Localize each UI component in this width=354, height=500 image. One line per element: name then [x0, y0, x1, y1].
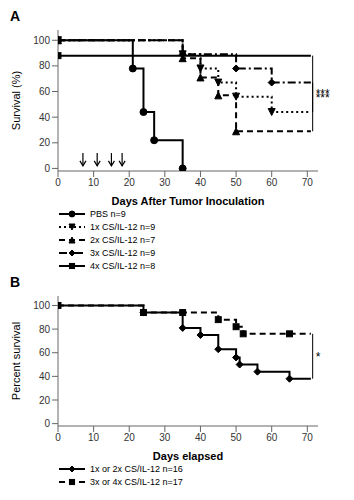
- html-text:2x CS/IL-12 n=7: 2x CS/IL-12 n=7: [90, 234, 156, 245]
- html-text:A: A: [10, 8, 21, 24]
- svg-text:60: 60: [39, 86, 51, 97]
- svg-text:0: 0: [44, 418, 50, 429]
- svg-text:***: ***: [316, 91, 330, 105]
- svg-text:40: 40: [195, 177, 207, 188]
- svg-text:0: 0: [55, 432, 61, 443]
- svg-text:100: 100: [33, 35, 50, 46]
- html-text:B: B: [10, 274, 21, 290]
- svg-text:20: 20: [39, 137, 51, 148]
- svg-text:80: 80: [39, 324, 51, 335]
- svg-text:30: 30: [159, 177, 171, 188]
- svg-text:20: 20: [124, 432, 136, 443]
- svg-text:Days After Tumor Inoculation: Days After Tumor Inoculation: [112, 195, 265, 207]
- svg-text:60: 60: [266, 177, 278, 188]
- svg-text:100: 100: [33, 300, 50, 311]
- svg-text:70: 70: [302, 177, 314, 188]
- svg-text:40: 40: [39, 112, 51, 123]
- svg-text:0: 0: [55, 177, 61, 188]
- svg-text:*: *: [316, 350, 321, 364]
- svg-text:40: 40: [195, 432, 207, 443]
- html-text:1x CS/IL-12 n=9: 1x CS/IL-12 n=9: [90, 221, 156, 232]
- svg-text:Days elapsed: Days elapsed: [153, 450, 223, 462]
- svg-text:Survival (%): Survival (%): [10, 71, 22, 130]
- html-text:4x CS/IL-12 n=8: 4x CS/IL-12 n=8: [90, 260, 156, 271]
- svg-text:20: 20: [124, 177, 136, 188]
- svg-text:10: 10: [88, 177, 100, 188]
- html-text:PBS n=9: PBS n=9: [90, 208, 126, 219]
- svg-text:60: 60: [39, 347, 51, 358]
- svg-text:30: 30: [159, 432, 171, 443]
- svg-text:Percent survival: Percent survival: [10, 322, 22, 400]
- html-text:3x CS/IL-12 n=9: 3x CS/IL-12 n=9: [90, 247, 156, 258]
- svg-text:40: 40: [39, 371, 51, 382]
- svg-text:60: 60: [266, 432, 278, 443]
- svg-text:70: 70: [302, 432, 314, 443]
- svg-text:80: 80: [39, 60, 51, 71]
- svg-text:0: 0: [44, 163, 50, 174]
- svg-text:20: 20: [39, 395, 51, 406]
- svg-text:50: 50: [231, 177, 243, 188]
- svg-text:10: 10: [88, 432, 100, 443]
- svg-text:50: 50: [231, 432, 243, 443]
- html-text:1x or 2x CS/IL-12 n=16: 1x or 2x CS/IL-12 n=16: [90, 463, 183, 474]
- html-text:3x or 4x CS/IL-12 n=17: 3x or 4x CS/IL-12 n=17: [90, 476, 183, 487]
